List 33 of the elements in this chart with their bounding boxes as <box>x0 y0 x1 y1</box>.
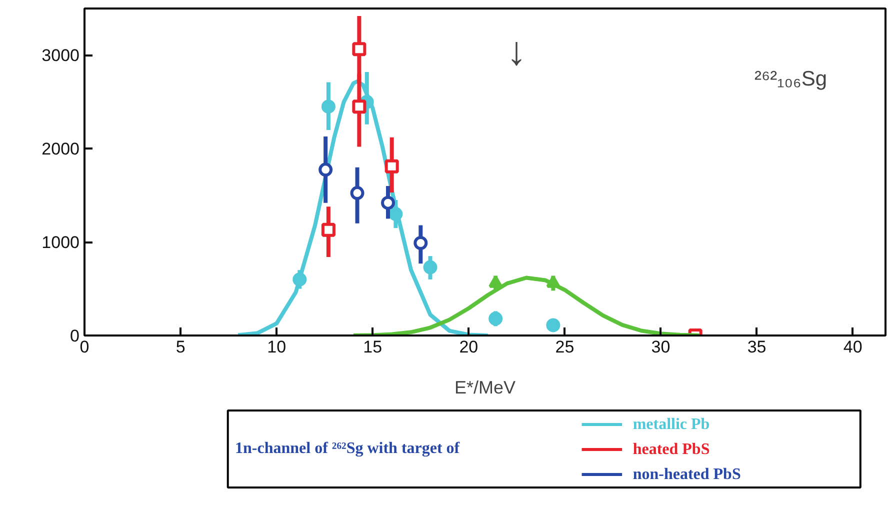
legend-label: non-heated PbS <box>632 466 741 483</box>
x-tick-label: 40 <box>843 338 862 356</box>
point <box>318 162 333 177</box>
point <box>488 312 503 326</box>
annotation: ²⁶²₁₀₆Sg <box>754 68 828 90</box>
point <box>321 100 336 114</box>
point <box>292 272 307 286</box>
y-tick-label: 3000 <box>42 46 80 66</box>
annotation: ↓ <box>506 30 526 74</box>
x-tick-label: 25 <box>555 338 574 356</box>
point <box>384 159 399 174</box>
point <box>423 260 438 274</box>
x-tick-label: 30 <box>651 338 670 356</box>
point <box>321 222 336 237</box>
point <box>388 207 403 222</box>
x-tick-label: 5 <box>176 338 186 356</box>
legend-label: heated PbS <box>632 441 710 458</box>
x-tick-label: 35 <box>747 338 766 356</box>
point <box>414 236 428 250</box>
x-tick-label: 10 <box>267 338 286 356</box>
point <box>350 186 364 200</box>
point <box>352 100 366 114</box>
line-series <box>351 276 702 336</box>
legend-label: metallic Pb <box>632 416 710 433</box>
legend-title: 1n-channel of ²⁶²Sg with target of <box>235 440 460 457</box>
y-tick-label: 1000 <box>42 233 80 252</box>
point <box>380 196 395 210</box>
x-axis-title: E*/MeV <box>454 378 516 398</box>
y-tick-label: 2000 <box>42 140 80 159</box>
point <box>352 42 366 56</box>
x-tick-label: 20 <box>459 338 478 356</box>
point <box>546 318 560 332</box>
x-tick-label: 15 <box>363 338 382 356</box>
